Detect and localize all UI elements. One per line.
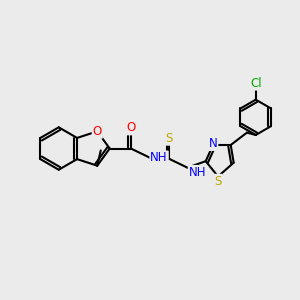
Text: S: S — [214, 175, 222, 188]
Text: S: S — [166, 132, 173, 145]
Text: N: N — [209, 137, 218, 150]
Text: O: O — [93, 125, 102, 138]
Text: NH: NH — [150, 152, 168, 164]
Text: O: O — [126, 122, 136, 134]
Text: NH: NH — [189, 166, 206, 179]
Text: Cl: Cl — [250, 77, 262, 90]
